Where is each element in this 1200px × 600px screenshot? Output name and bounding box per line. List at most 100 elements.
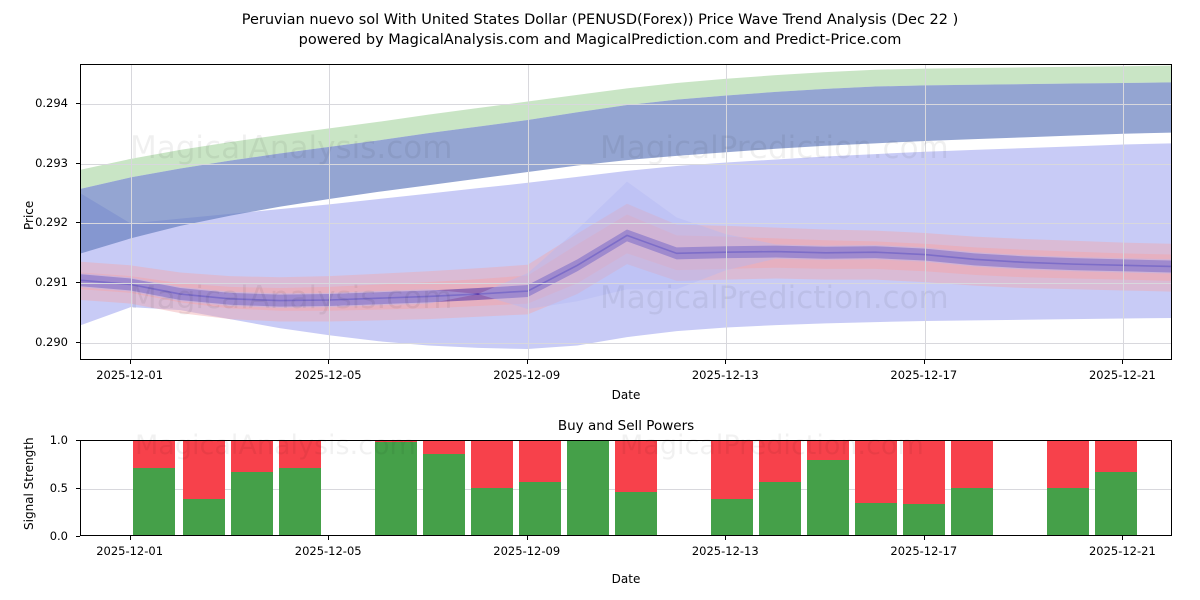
signal-strength-bar[interactable] (855, 441, 897, 535)
buy-power-segment (903, 504, 945, 535)
slate-forecast-band (81, 82, 1171, 254)
green-envelope-band (81, 65, 1171, 189)
sell-power-segment (759, 441, 801, 483)
buy-power-segment (279, 467, 321, 535)
buy-power-segment (183, 498, 225, 535)
signal-strength-bar[interactable] (759, 441, 801, 535)
signal-strength-bar[interactable] (519, 441, 561, 535)
y-axis-tick-label: 0.293 (35, 155, 68, 170)
y-tickmark (76, 102, 80, 104)
signal-strength-bar[interactable] (471, 441, 513, 535)
y-tickmark (76, 440, 80, 441)
sell-power-segment (279, 441, 321, 468)
sell-power-segment (231, 441, 273, 472)
x-tickmark (328, 536, 330, 540)
violet-mean-ribbon (81, 229, 1171, 307)
y-tickmark (76, 342, 80, 344)
top-yaxis-title: Price (22, 200, 36, 230)
buy-power-segment (471, 487, 513, 535)
x-axis-tick-label: 2025-12-13 (691, 544, 759, 558)
y-axis-tick-label: 0.294 (35, 95, 68, 110)
x-axis-tick-label: 2025-12-09 (493, 544, 561, 558)
buy-power-segment (615, 491, 657, 535)
buy-power-segment (1047, 487, 1089, 535)
x-tickmark (725, 360, 727, 364)
title-line-2: powered by MagicalAnalysis.com and Magic… (298, 32, 902, 48)
sell-power-segment (1095, 441, 1137, 472)
y-axis-tick-label: 0.5 (49, 481, 68, 495)
sell-power-segment (375, 441, 417, 442)
x-axis-tick-label: 2025-12-21 (1088, 544, 1156, 558)
x-tickmark (923, 360, 925, 364)
signal-strength-bar[interactable] (807, 441, 849, 535)
x-axis-tick-label: 2025-12-21 (1088, 368, 1156, 382)
x-axis-tick-label: 2025-12-09 (493, 368, 561, 382)
signal-strength-bar[interactable] (423, 441, 465, 535)
buy-power-segment (133, 467, 175, 535)
sell-power-segment (615, 441, 657, 492)
signal-strength-bar[interactable] (375, 441, 417, 535)
x-tickmark (526, 536, 528, 540)
page-title: Peruvian nuevo sol With United States Do… (0, 10, 1200, 50)
buy-sell-title: Buy and Sell Powers (557, 418, 695, 434)
x-tickmark (129, 536, 131, 540)
x-axis-tick-label: 2025-12-17 (890, 544, 958, 558)
signal-strength-bar[interactable] (279, 441, 321, 535)
y-axis-tick-label: 1.0 (49, 433, 68, 447)
buy-power-segment (855, 503, 897, 535)
y-tickmark (76, 536, 80, 537)
x-axis-tick-label: 2025-12-01 (96, 544, 164, 558)
signal-strength-bar[interactable] (1095, 441, 1137, 535)
x-tickmark (725, 536, 727, 540)
x-axis-tick-label: 2025-12-13 (691, 368, 759, 382)
y-tickmark (76, 488, 80, 489)
gridline-horizontal (81, 223, 1171, 225)
x-axis-tick-label: 2025-12-05 (294, 544, 362, 558)
y-axis-tick-label: 0.291 (35, 275, 68, 290)
title-line-1: Peruvian nuevo sol With United States Do… (241, 12, 959, 28)
y-axis-tick-label: 0.290 (35, 335, 68, 350)
buy-sell-powers-chart (80, 440, 1172, 536)
y-tickmark (76, 282, 80, 284)
gridline-vertical (924, 65, 926, 359)
sell-power-segment (951, 441, 993, 488)
x-tickmark (526, 360, 528, 364)
sell-power-segment (183, 441, 225, 499)
buy-power-segment (423, 454, 465, 535)
periwinkle-peak-wedge (81, 181, 1171, 309)
x-tickmark (923, 536, 925, 540)
x-axis-tick-label: 2025-12-17 (890, 368, 958, 382)
sell-power-segment (423, 441, 465, 455)
rose-uncertainty-band (81, 214, 1171, 311)
gridline-vertical (527, 65, 529, 359)
signal-strength-bar[interactable] (133, 441, 175, 535)
sell-power-segment (471, 441, 513, 488)
sell-power-segment (807, 441, 849, 461)
buy-power-segment (519, 482, 561, 535)
sell-power-segment (519, 441, 561, 483)
sell-power-segment (1047, 441, 1089, 488)
signal-strength-bar[interactable] (183, 441, 225, 535)
price-wave-trend-chart (80, 64, 1172, 360)
gridline-horizontal (81, 163, 1171, 165)
sell-power-segment (903, 441, 945, 505)
signal-strength-bar[interactable] (567, 441, 609, 535)
sell-power-segment (855, 441, 897, 504)
buy-power-segment (951, 487, 993, 535)
y-tickmark (76, 162, 80, 164)
sell-power-segment (133, 441, 175, 468)
signal-strength-bar[interactable] (951, 441, 993, 535)
gridline-horizontal (81, 103, 1171, 105)
x-tickmark (328, 360, 330, 364)
buy-power-segment (759, 482, 801, 535)
signal-strength-bar[interactable] (1047, 441, 1089, 535)
buy-power-segment (567, 441, 609, 535)
signal-strength-bar[interactable] (615, 441, 657, 535)
bottom-yaxis-title: Signal Strength (22, 437, 36, 530)
price-wave-bands (81, 65, 1171, 350)
buy-power-segment (807, 460, 849, 535)
signal-strength-bar[interactable] (903, 441, 945, 535)
signal-strength-bar[interactable] (231, 441, 273, 535)
signal-strength-bar[interactable] (711, 441, 753, 535)
